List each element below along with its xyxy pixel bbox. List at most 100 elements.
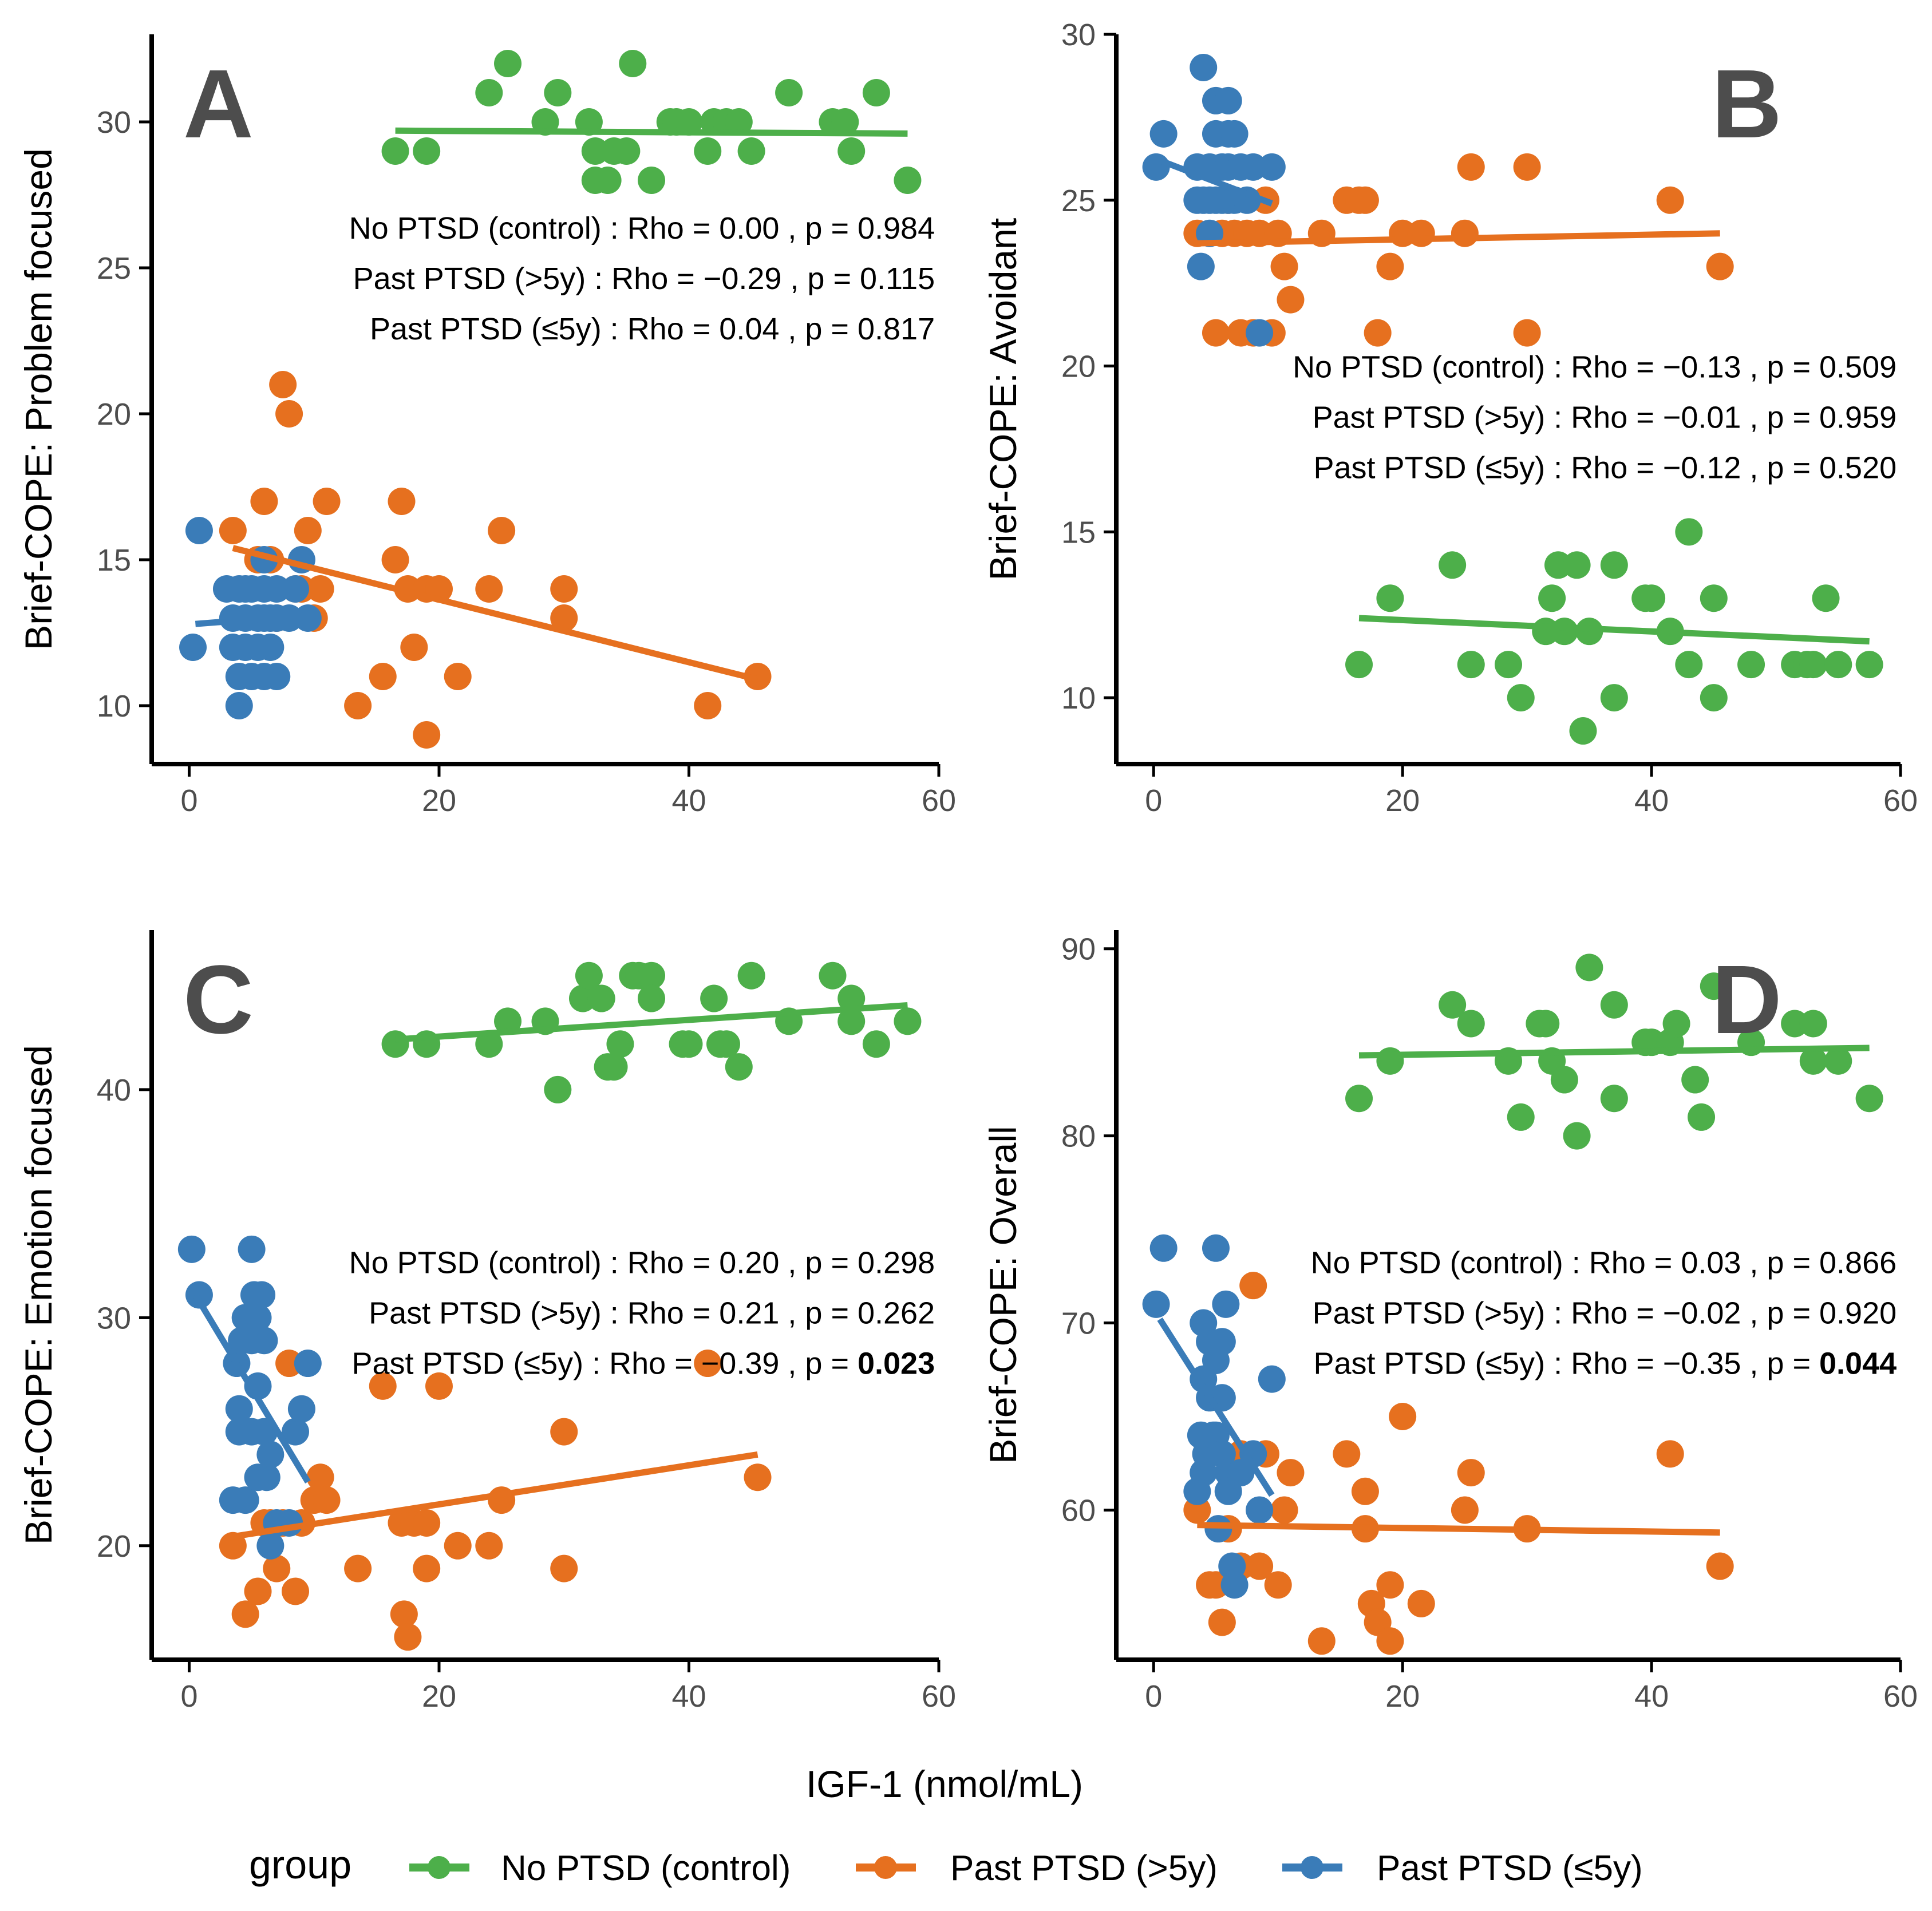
data-point: [494, 1007, 522, 1035]
legend-item-no-ptsd: No PTSD (control): [409, 1849, 791, 1888]
data-point: [1812, 584, 1840, 612]
data-point: [306, 575, 334, 603]
x-tick-label: 0: [180, 1679, 197, 1714]
data-point: [1142, 153, 1170, 181]
data-point: [1600, 551, 1628, 579]
data-point: [185, 1281, 213, 1309]
fit-line: [1197, 1522, 1720, 1536]
data-point: [444, 1532, 472, 1560]
data-point: [1550, 1066, 1578, 1094]
data-point: [475, 79, 503, 106]
data-point: [388, 488, 416, 515]
legend-label: No PTSD (control): [501, 1849, 791, 1888]
data-point: [250, 488, 278, 515]
data-point: [425, 1372, 453, 1400]
data-point: [1351, 1477, 1379, 1505]
data-point: [619, 50, 647, 77]
data-point: [587, 984, 615, 1012]
data-point: [862, 1030, 890, 1058]
data-point: [275, 1509, 303, 1537]
x-tick-label: 40: [1634, 1679, 1669, 1714]
data-point: [1507, 1103, 1535, 1131]
data-point: [831, 108, 859, 136]
fit-line: [192, 1293, 311, 1484]
data-point: [1600, 684, 1628, 712]
data-point: [219, 1532, 247, 1560]
data-point: [1376, 1047, 1404, 1075]
y-tick-label: 30: [1061, 18, 1096, 52]
data-point: [1706, 252, 1734, 280]
legend-key-point: [874, 1856, 897, 1879]
data-point: [231, 1600, 259, 1628]
y-tick-label: 15: [97, 543, 131, 577]
data-point: [281, 1577, 309, 1605]
data-point: [1799, 1010, 1827, 1038]
data-point: [1538, 584, 1566, 612]
data-point: [306, 1463, 334, 1491]
data-point: [1439, 991, 1467, 1019]
data-point: [1457, 1459, 1485, 1487]
correlation-stat: Past PTSD (≤5y) : Rho = 0.04 , p = 0.817: [370, 312, 935, 346]
data-point: [1345, 651, 1373, 679]
fit-line: [1159, 157, 1273, 207]
panel-letter: B: [1712, 50, 1782, 159]
x-tick-label: 60: [922, 784, 956, 818]
legend-label: Past PTSD (≤5y): [1377, 1849, 1643, 1888]
data-point: [275, 400, 303, 428]
data-point: [638, 167, 666, 194]
data-point: [1149, 120, 1178, 148]
data-point: [744, 1463, 772, 1491]
fit-line: [395, 127, 908, 137]
data-point: [1824, 651, 1852, 679]
data-point: [1737, 651, 1765, 679]
data-point: [1208, 1328, 1236, 1356]
data-point: [225, 692, 253, 719]
data-point: [1376, 1571, 1404, 1599]
data-point: [1569, 717, 1597, 745]
y-tick-label: 25: [97, 251, 131, 286]
x-tick-label: 40: [1634, 784, 1669, 818]
data-point: [1532, 1010, 1560, 1038]
data-point: [219, 517, 247, 544]
data-point: [1246, 319, 1274, 347]
data-point: [1307, 1627, 1336, 1655]
x-tick-label: 40: [671, 1679, 706, 1714]
x-tick-label: 40: [671, 784, 706, 818]
legend-title: group: [249, 1842, 351, 1887]
data-point: [281, 575, 309, 603]
correlation-stat: Past PTSD (≤5y) : Rho = −0.39 , p = 0.02…: [351, 1346, 935, 1380]
data-point: [775, 79, 803, 106]
x-tick-label: 0: [1145, 1679, 1162, 1714]
data-point: [1656, 1440, 1684, 1468]
data-point: [1239, 1272, 1267, 1300]
data-point: [244, 1577, 272, 1605]
data-point: [413, 137, 441, 165]
fit-line: [232, 545, 758, 683]
data-point: [1799, 651, 1827, 679]
data-point: [1270, 1496, 1298, 1524]
fit-line: [395, 1002, 908, 1043]
correlation-stat: Past PTSD (>5y) : Rho = −0.29 , p = 0.11…: [353, 262, 935, 296]
data-point: [1507, 684, 1535, 712]
data-point: [1220, 120, 1249, 148]
data-point: [1389, 1403, 1417, 1430]
data-point: [185, 517, 213, 544]
correlation-stat: Past PTSD (≤5y) : Rho = −0.12 , p = 0.52…: [1313, 450, 1897, 485]
panel-letter: D: [1712, 945, 1782, 1054]
panel-b: 0 20 40 60 10 15 20 25 30 Brief-COPE: Avoidant B No…: [982, 18, 1918, 818]
data-point: [494, 50, 522, 77]
data-point: [1214, 86, 1242, 114]
data-point: [1407, 219, 1435, 247]
data-point: [725, 1053, 753, 1081]
y-tick-label: 60: [1061, 1493, 1096, 1528]
data-point: [263, 663, 291, 690]
data-point: [238, 1235, 266, 1263]
panel-c: 0 20 40 60 20 30 40 Brief-COPE: Emotion focused…: [17, 930, 956, 1714]
y-tick-label: 25: [1061, 184, 1096, 218]
data-point: [369, 1372, 397, 1400]
data-point: [475, 1030, 503, 1058]
data-point: [1855, 651, 1883, 679]
y-tick-label: 20: [1061, 350, 1096, 384]
legend-key-point: [1301, 1856, 1323, 1879]
data-point: [1706, 1552, 1734, 1580]
